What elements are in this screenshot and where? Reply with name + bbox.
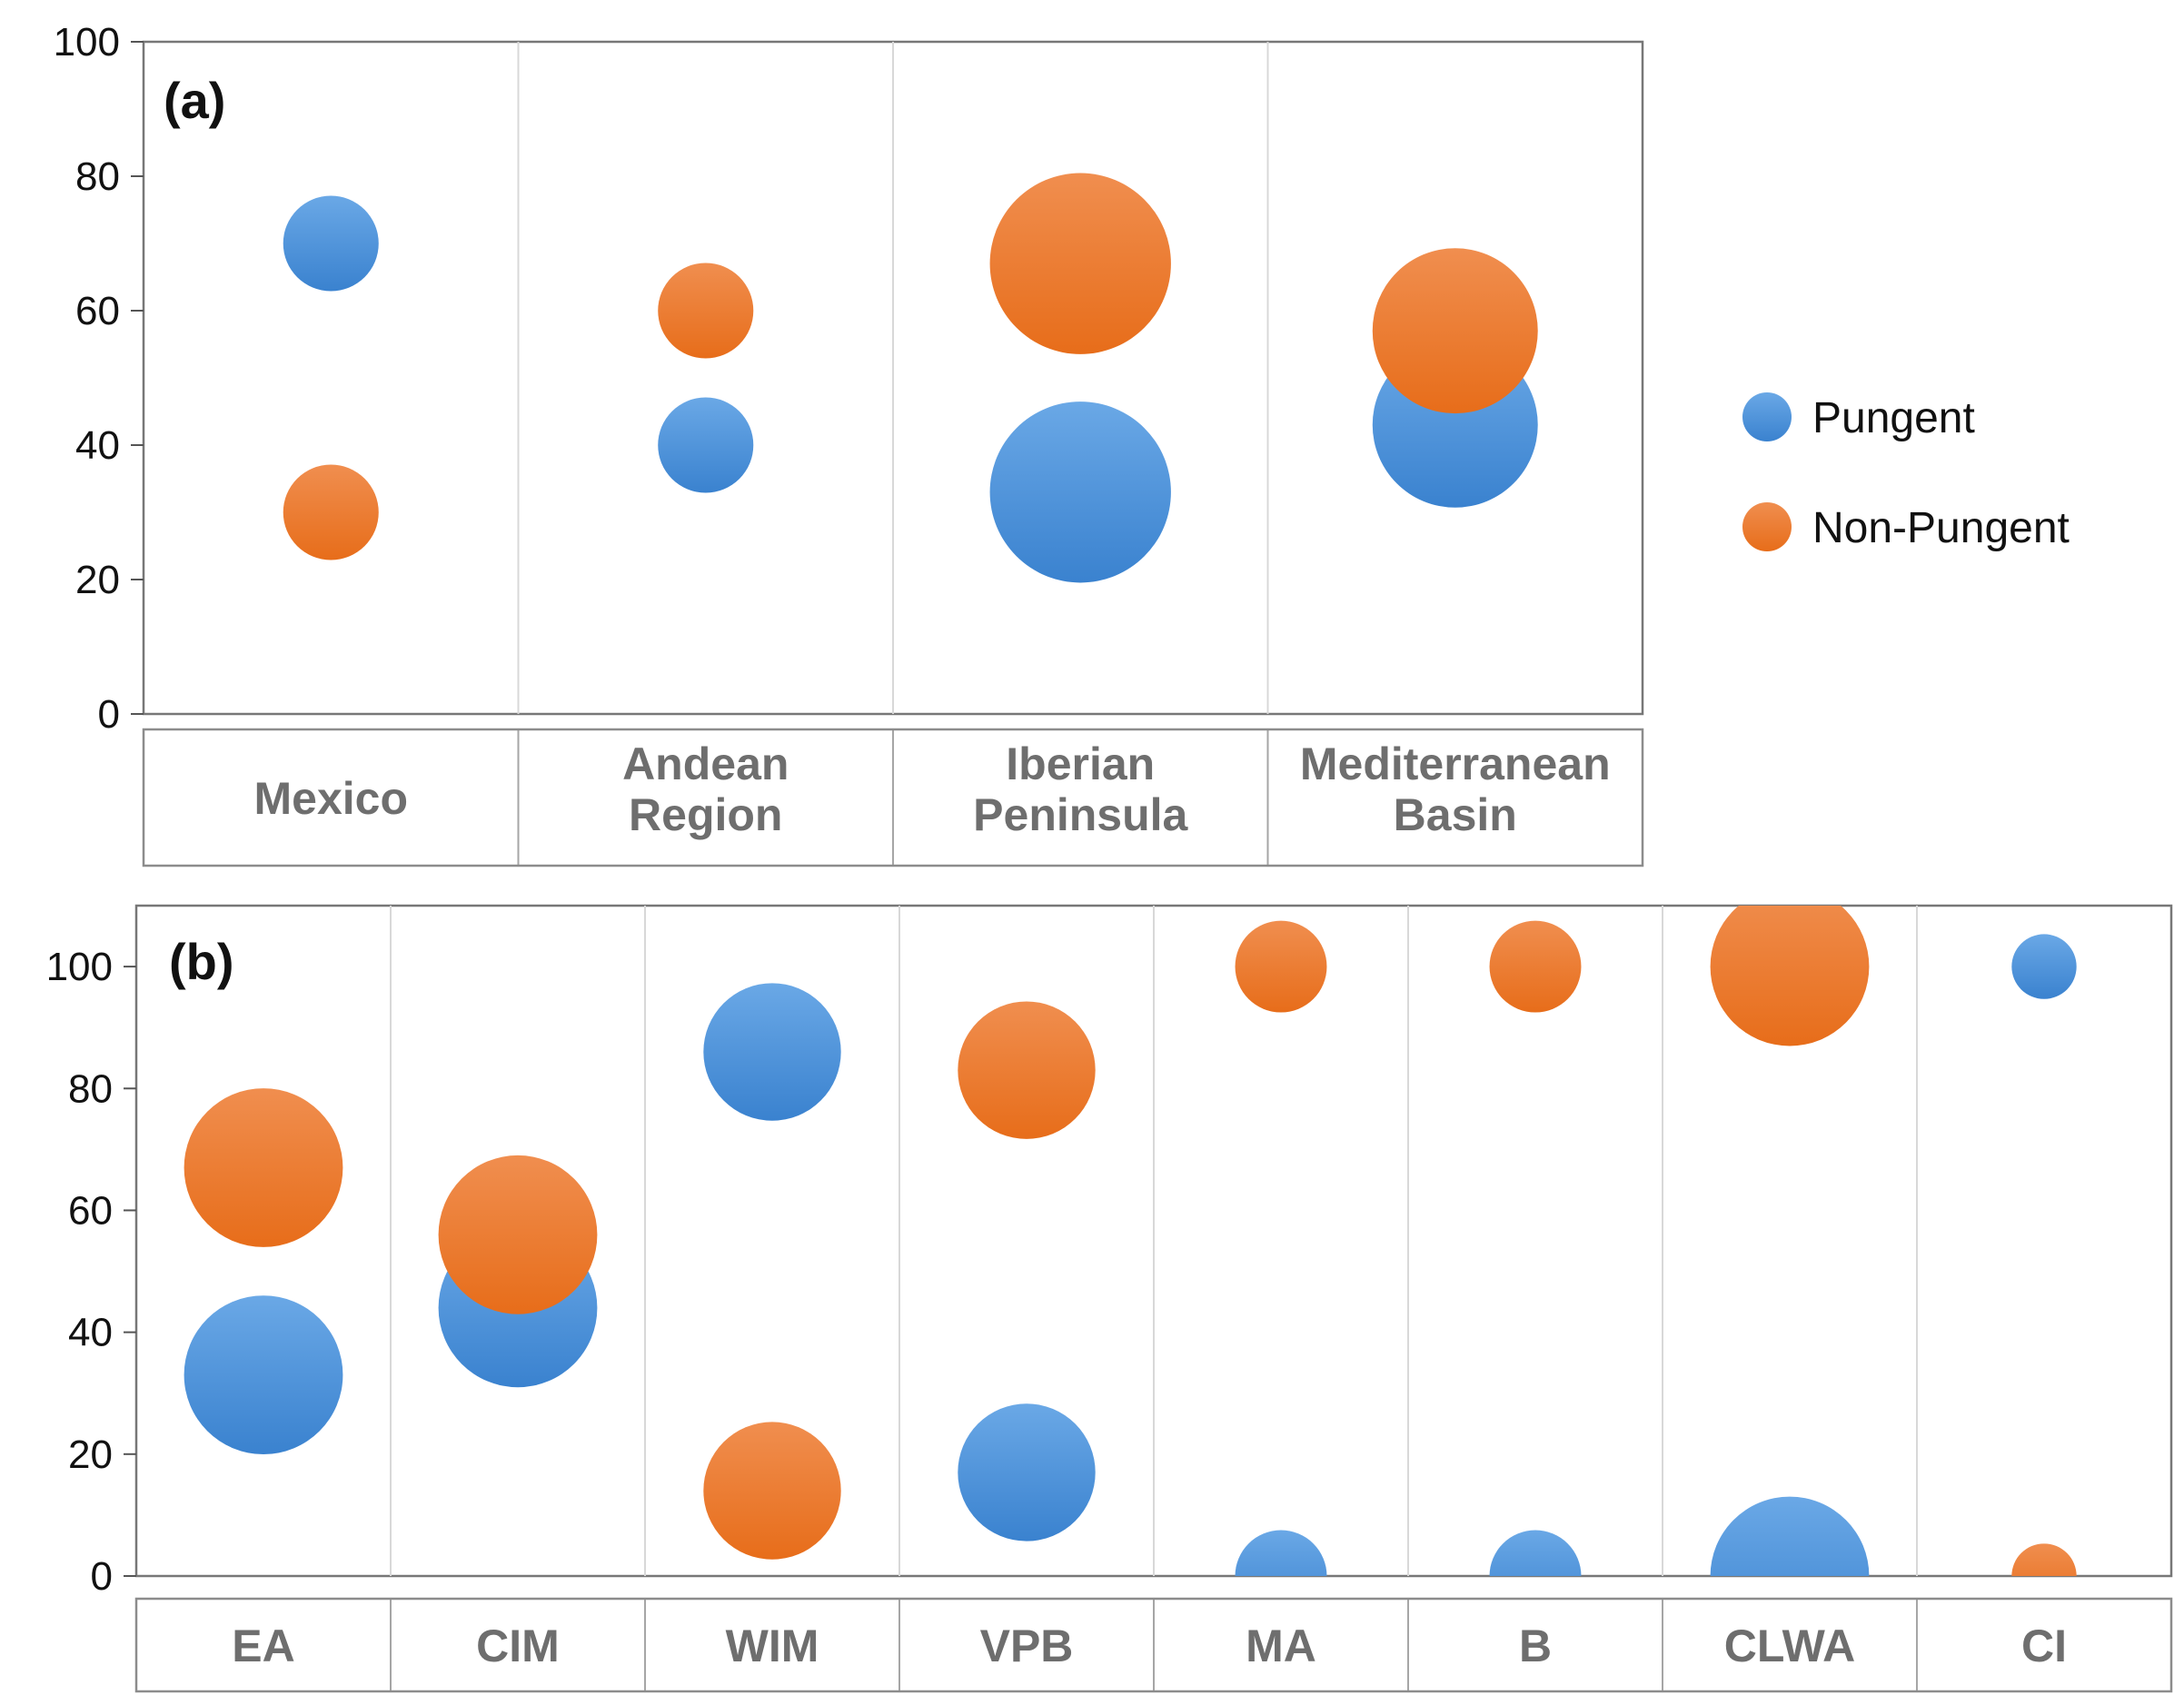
- bubble-pungent-iberian: [989, 401, 1171, 583]
- bubble-pungent-ea: [184, 1295, 343, 1454]
- category-label-ma: MA: [1246, 1621, 1316, 1671]
- bubble-non-pungent-iberian: [989, 173, 1171, 354]
- panel-b-grid: [390, 906, 1918, 1691]
- panel-b-ytick-label: 80: [68, 1066, 113, 1111]
- category-label-andean: Andean: [622, 739, 789, 789]
- panel-b-ytick-label: 60: [68, 1188, 113, 1233]
- bubble-pungent-vpb: [958, 1403, 1096, 1541]
- bubble-pungent-ma: [1235, 1530, 1327, 1576]
- bubble-non-pungent-ci: [2011, 1543, 2077, 1576]
- panel-a-ytick-label: 40: [75, 423, 120, 468]
- category-label-b: B: [1519, 1621, 1552, 1671]
- category-label-mexico: Mexico: [253, 773, 408, 824]
- legend-nonpungent-label: Non-Pungent: [1812, 504, 2070, 552]
- bubble-pungent-clwa: [1710, 1496, 1870, 1576]
- panel-a-grid: [517, 42, 1269, 866]
- bubble-pungent-wim: [703, 983, 841, 1121]
- panel-a-ytick-label: 60: [75, 289, 120, 333]
- panel-a-category-box: [142, 728, 1644, 867]
- category-label-wim: WIM: [726, 1621, 819, 1671]
- bubble-non-pungent-mexico: [283, 464, 379, 560]
- panel-b-y-axis: 0 20 40 60 80 100: [46, 945, 136, 1599]
- panel-b: 0 20 40 60 80 100 EA CIM WIM VPB MA B CLWA CI (b): [46, 904, 2173, 1693]
- panel-a-y-axis: 0 20 40 60 80 100: [54, 20, 144, 737]
- bubble-non-pungent-andean: [658, 263, 754, 359]
- category-label-andean-line2: Region: [629, 789, 782, 840]
- panel-b-ytick-label: 100: [46, 945, 113, 989]
- category-label-cim: CIM: [476, 1621, 560, 1671]
- panel-a-label: (a): [164, 72, 225, 129]
- bubble-non-pungent-b: [1489, 920, 1582, 1013]
- category-label-iberian-line2: Peninsula: [973, 789, 1188, 840]
- panel-a-ytick-label: 80: [75, 154, 120, 199]
- bubble-pungent-ci: [2011, 934, 2077, 999]
- bubble-non-pungent-cim: [438, 1155, 598, 1314]
- panel-b-bubbles: [184, 906, 2077, 1576]
- legend-pungent-marker: [1742, 392, 1792, 441]
- bubble-non-pungent-wim: [703, 1422, 841, 1560]
- panel-b-category-box: [134, 1597, 2173, 1693]
- category-label-mediterranean: Mediterranean: [1300, 739, 1611, 789]
- panel-a-ytick-label: 0: [98, 692, 120, 737]
- bubble-non-pungent-mediterranean: [1372, 248, 1538, 414]
- bubble-pungent-andean: [658, 397, 754, 493]
- bubble-non-pungent-clwa: [1710, 906, 1870, 1046]
- bubble-non-pungent-ea: [184, 1088, 343, 1247]
- legend-nonpungent-marker: [1742, 502, 1792, 551]
- bubble-non-pungent-ma: [1235, 920, 1327, 1013]
- category-label-ea: EA: [232, 1621, 294, 1671]
- legend: Pungent Non-Pungent: [1742, 392, 2070, 552]
- category-label-iberian: Iberian: [1006, 739, 1155, 789]
- panel-b-x-axis: EA CIM WIM VPB MA B CLWA CI: [232, 1621, 2067, 1671]
- legend-pungent-label: Pungent: [1812, 394, 1975, 442]
- category-label-clwa: CLWA: [1724, 1621, 1855, 1671]
- category-label-mediterranean-line2: Basin: [1394, 789, 1517, 840]
- panel-b-label: (b): [169, 933, 234, 990]
- panel-b-ytick-label: 40: [68, 1311, 113, 1355]
- bubble-pungent-b: [1489, 1530, 1582, 1576]
- category-label-ci: CI: [2021, 1621, 2067, 1671]
- panel-a-bubbles: [283, 173, 1538, 583]
- bubble-non-pungent-vpb: [958, 1001, 1096, 1139]
- category-label-vpb: VPB: [980, 1621, 1074, 1671]
- panel-a-ytick-label: 20: [75, 558, 120, 602]
- panel-b-ytick-label: 0: [91, 1554, 113, 1599]
- panel-a-ytick-label: 100: [54, 20, 120, 64]
- panel-b-ytick-label: 20: [68, 1432, 113, 1477]
- bubble-pungent-mexico: [283, 195, 379, 292]
